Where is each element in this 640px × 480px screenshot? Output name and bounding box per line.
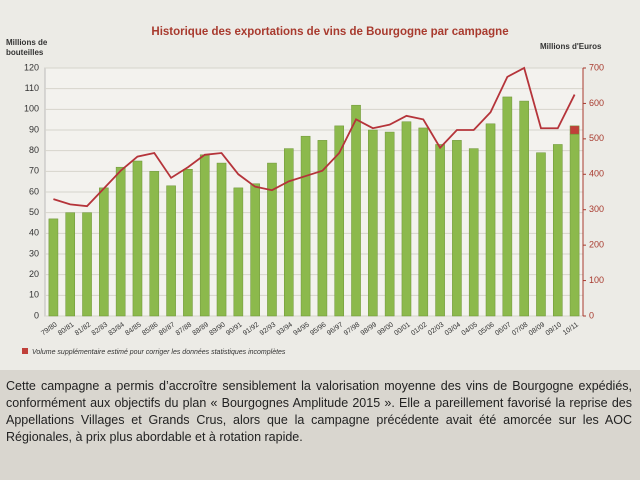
- bar: [267, 162, 277, 317]
- bar: [183, 169, 193, 317]
- bar: [216, 162, 227, 317]
- y-tick-label: 110: [25, 83, 39, 93]
- legend-swatch: [22, 348, 28, 354]
- y2-tick-label: 200: [589, 240, 604, 250]
- bar: [418, 127, 429, 317]
- bar: [351, 104, 361, 317]
- y2-tick-label: 400: [589, 169, 604, 179]
- y-tick-label: 60: [29, 186, 39, 196]
- y2-tick-label: 600: [589, 98, 604, 108]
- paragraph: Cette campagne a permis d’accroître sens…: [6, 379, 632, 444]
- bar: [48, 218, 59, 317]
- y2-tick-label: 300: [589, 204, 604, 214]
- y-tick-label: 120: [24, 62, 39, 72]
- bar: [334, 125, 345, 317]
- y-tick-label: 0: [34, 310, 39, 320]
- bar: [115, 166, 126, 317]
- line: [53, 66, 576, 208]
- bar: [166, 185, 176, 317]
- bar: [65, 212, 76, 317]
- bar: [536, 152, 546, 317]
- bar: [452, 140, 462, 317]
- y-tick-label: 20: [29, 269, 39, 279]
- bar: [300, 135, 311, 317]
- y-axis-label: Millions de bouteilles: [6, 38, 48, 57]
- bar: [569, 133, 580, 317]
- bar: [552, 144, 563, 317]
- bar: [233, 187, 244, 317]
- bar: [368, 129, 378, 317]
- bar: [384, 131, 395, 317]
- y-tick-label: 50: [29, 207, 39, 217]
- bar: [569, 125, 580, 135]
- chart-title: Historique des exportations de vins de B…: [151, 26, 508, 38]
- chart: Historique des exportations de vins de B…: [0, 0, 640, 370]
- bar: [317, 140, 328, 317]
- y-tick-label: 30: [29, 248, 39, 258]
- y-tick-label: 80: [29, 145, 39, 155]
- bar: [82, 212, 92, 317]
- bar: [401, 121, 412, 317]
- y2-tick-label: 700: [589, 62, 604, 72]
- y-tick-label: 70: [29, 166, 39, 176]
- bar: [435, 144, 445, 317]
- bar: [199, 154, 210, 317]
- y-tick-label: 100: [24, 104, 39, 114]
- y2-axis-label: Millions d'Euros: [540, 42, 602, 51]
- y2-tick-label: 500: [589, 133, 604, 143]
- bar: [468, 148, 479, 317]
- bar: [519, 100, 529, 317]
- bar: [502, 96, 513, 317]
- y2-tick-label: 100: [589, 275, 604, 285]
- y-tick-label: 90: [29, 124, 39, 134]
- bar: [99, 187, 109, 317]
- bar: [283, 148, 294, 317]
- bar: [132, 160, 143, 317]
- y-tick-label: 10: [29, 290, 39, 300]
- y2-tick-label: 0: [589, 310, 594, 320]
- bar: [485, 123, 496, 317]
- legend-label: Volume supplémentaire estimé pour corrig…: [32, 349, 286, 356]
- y-tick-label: 40: [29, 228, 39, 238]
- bar: [149, 171, 160, 317]
- bar: [250, 183, 260, 317]
